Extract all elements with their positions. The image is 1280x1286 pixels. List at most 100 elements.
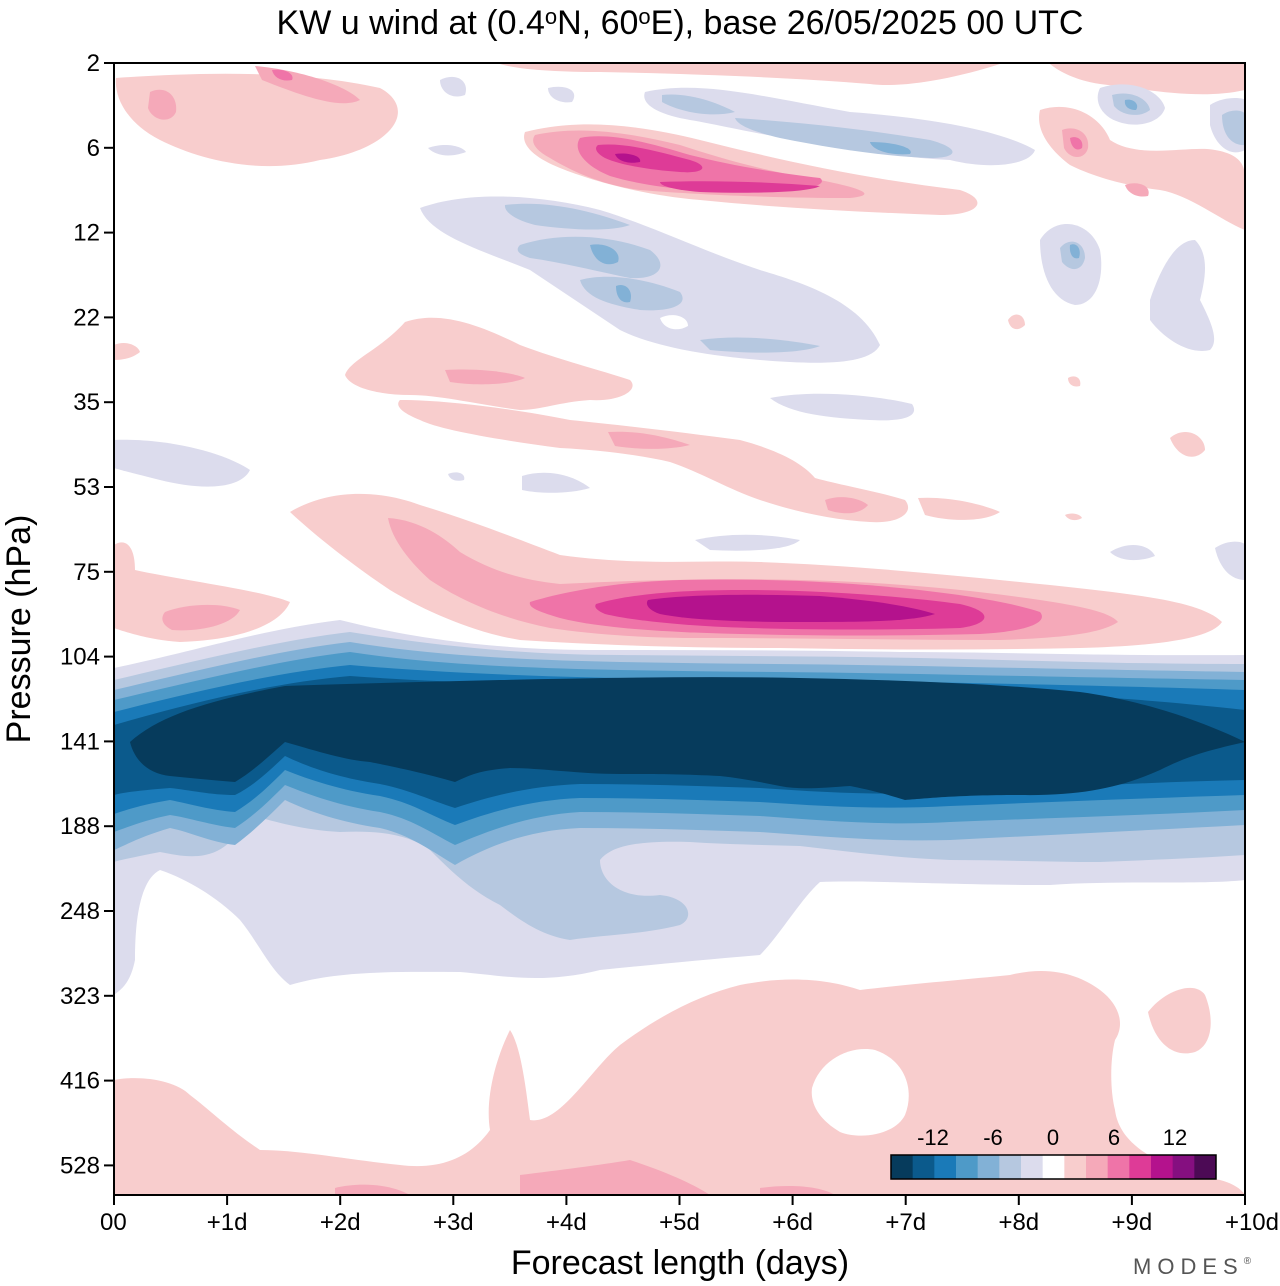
contour-region (428, 145, 466, 156)
contour-region (345, 317, 633, 410)
contour-region (522, 472, 590, 493)
colorbar-label: 12 (1163, 1125, 1187, 1150)
colorbar-swatch (891, 1155, 914, 1179)
contour-region (1124, 99, 1138, 110)
colorbar-swatch (1107, 1155, 1130, 1179)
modes-logo: MODES® (1133, 1254, 1257, 1279)
contour-region (608, 431, 690, 449)
contour-region (918, 497, 1000, 520)
contour-region (1148, 987, 1211, 1054)
contour-region (445, 369, 525, 385)
contour-region (596, 144, 703, 173)
contour-region (448, 472, 465, 481)
contour-region (115, 73, 398, 167)
contour-region (500, 64, 1000, 86)
colorbar-swatch (977, 1155, 1000, 1179)
x-axis: 00 +1d +2d +3d +4d +5d +6d +7d +8d +9d +10d (100, 1195, 1279, 1236)
colorbar-swatch (1172, 1155, 1195, 1179)
contour-region (1068, 376, 1081, 387)
x-tick-label: +7d (885, 1209, 926, 1236)
x-tick-label: +9d (1112, 1209, 1153, 1236)
contour-region (825, 497, 868, 514)
y-tick-label: 104 (60, 644, 100, 671)
y-tick-label: 416 (60, 1068, 100, 1095)
colorbar-label: 0 (1047, 1125, 1059, 1150)
x-axis-label: Forecast length (days) (511, 1244, 849, 1282)
y-axis-label: Pressure (hPa) (0, 515, 38, 744)
contour-region (114, 342, 140, 360)
contour-region (114, 542, 290, 642)
contour-region (114, 970, 1245, 1195)
colorbar-swatch (1021, 1155, 1044, 1179)
contour-region (580, 276, 683, 311)
contour-region (662, 94, 735, 115)
contour-region (1050, 64, 1245, 95)
colorbar-swatch (912, 1155, 935, 1179)
contour-region (770, 393, 915, 421)
colorbar-swatch (1042, 1155, 1065, 1179)
y-tick-label: 12 (73, 220, 100, 247)
contour-region (520, 1160, 710, 1195)
contour-region (504, 203, 630, 230)
contour-region (114, 439, 250, 487)
contour-region (1170, 431, 1205, 457)
colorbar-frame (890, 1154, 1217, 1180)
colorbar-swatch (956, 1155, 979, 1179)
x-tick-label: +6d (772, 1209, 813, 1236)
contour-region (1069, 244, 1080, 259)
contour-region (1039, 106, 1245, 230)
colorbar-swatch (1086, 1155, 1109, 1179)
x-tick-label: +1d (207, 1209, 248, 1236)
contour-region (440, 76, 466, 97)
colorbar-swatch (934, 1155, 957, 1179)
x-tick-label: +3d (433, 1209, 474, 1236)
contour-region (548, 86, 575, 103)
y-tick-label: 248 (60, 898, 100, 925)
contour-region (1222, 110, 1245, 146)
x-tick-label: +10d (1225, 1209, 1279, 1236)
contour-region (1125, 183, 1149, 197)
contour-region (130, 677, 1245, 800)
y-axis: 2 6 12 22 35 53 75 104 141 188 248 323 416 528 (60, 50, 114, 1179)
colorbar-label: -12 (917, 1125, 949, 1150)
contour-region (615, 153, 641, 163)
y-tick-label: 141 (60, 728, 100, 755)
contour-field (114, 64, 1245, 1195)
x-tick-label: +4d (546, 1209, 587, 1236)
contour-region (760, 1186, 835, 1195)
y-tick-label: 2 (87, 50, 100, 77)
contour-region (162, 604, 240, 631)
chart-title: KW u wind at (0.4oN, 60oE), base 26/05/2… (277, 4, 1084, 42)
contour-region (695, 534, 800, 551)
colorbar-swatch (999, 1155, 1022, 1179)
colorbar-swatch (1129, 1155, 1152, 1179)
contour-region (870, 142, 911, 155)
colorbar-swatch (1194, 1155, 1217, 1179)
y-tick-label: 188 (60, 813, 100, 840)
y-tick-label: 528 (60, 1152, 100, 1179)
y-tick-label: 6 (87, 135, 100, 162)
colorbar-swatch (1151, 1155, 1174, 1179)
contour-region (1215, 541, 1245, 580)
contour-region (590, 244, 619, 265)
x-tick-label: +8d (998, 1209, 1039, 1236)
y-tick-label: 35 (73, 389, 100, 416)
colorbar-label: 6 (1108, 1125, 1120, 1150)
contour-region (1070, 137, 1083, 150)
y-tick-label: 53 (73, 474, 100, 501)
contour-region (420, 196, 880, 363)
x-tick-label: 00 (100, 1209, 127, 1236)
x-tick-label: +2d (320, 1209, 361, 1236)
contour-region (1110, 545, 1155, 561)
contour-region (398, 400, 909, 523)
contour-region (517, 236, 661, 279)
y-tick-label: 323 (60, 983, 100, 1010)
colorbar-swatch (1064, 1155, 1087, 1179)
contour-region (616, 284, 631, 303)
contour-region (646, 594, 935, 622)
x-tick-label: +5d (659, 1209, 700, 1236)
contour-region (1008, 314, 1025, 330)
y-tick-label: 22 (73, 304, 100, 331)
contour-region (148, 89, 177, 120)
